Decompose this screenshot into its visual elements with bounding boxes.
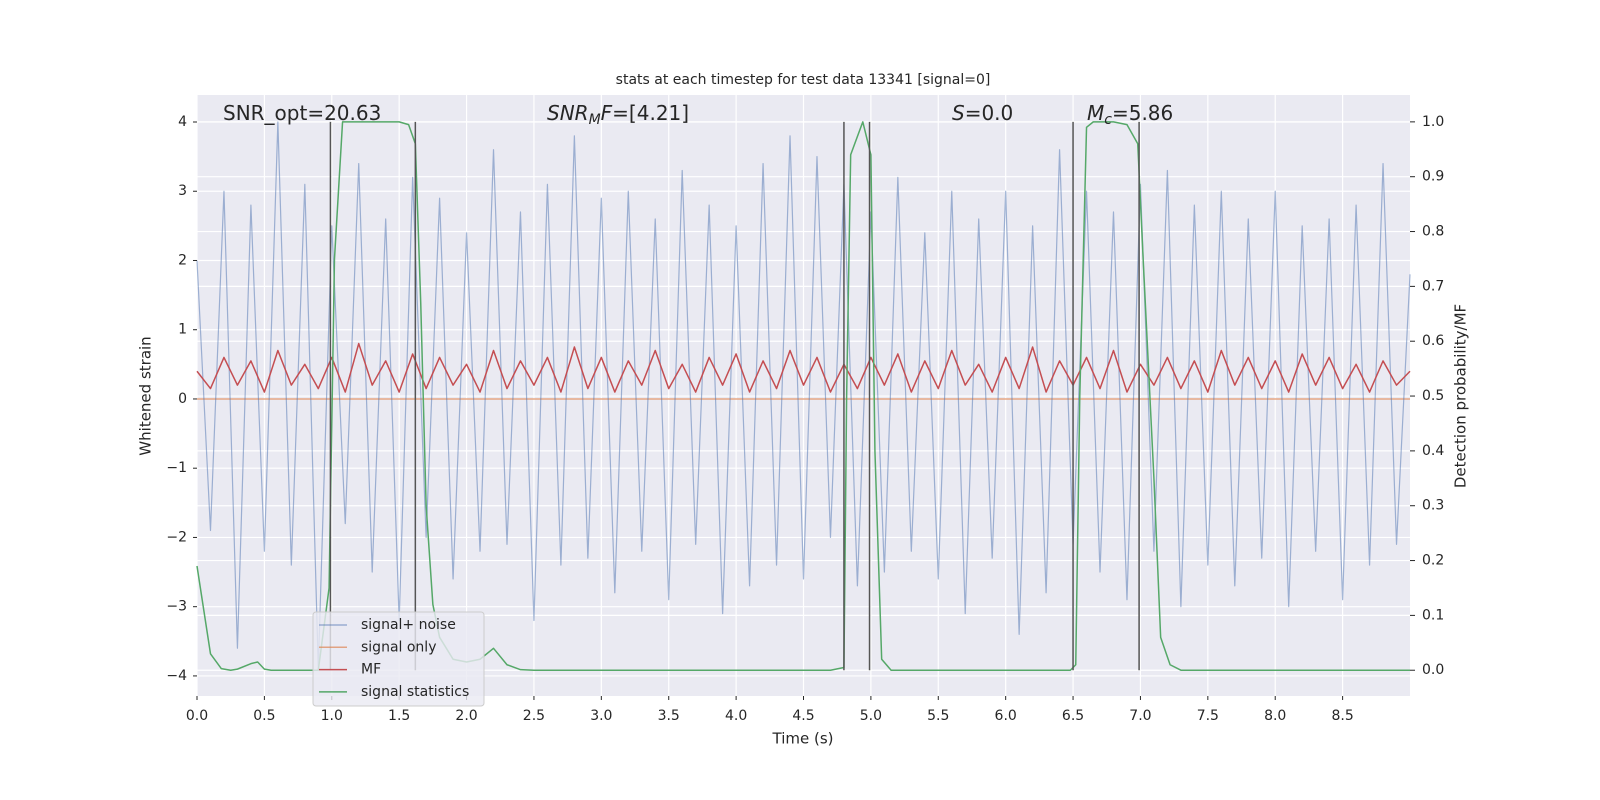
x-tick-label: 1.5: [388, 708, 410, 724]
legend-label: signal+ noise: [361, 617, 456, 633]
y-tick-label: −4: [166, 668, 187, 684]
y2-tick-label: 0.3: [1422, 498, 1444, 514]
y-tick-label: −3: [166, 599, 187, 615]
y2-tick-label: 0.7: [1422, 278, 1444, 294]
annotation-part: M: [1087, 101, 1104, 125]
y-axis-label: Whitened strain: [137, 336, 155, 455]
x-tick-label: 7.0: [1129, 708, 1151, 724]
y2-tick-label: 0.8: [1422, 224, 1444, 240]
y-tick-label: 4: [178, 114, 187, 130]
x-axis-label: Time (s): [772, 730, 834, 748]
legend-label: signal only: [361, 639, 436, 655]
x-tick-label: 6.5: [1062, 708, 1084, 724]
legend-label: MF: [361, 662, 381, 678]
legend-box: [312, 611, 485, 707]
x-tick-label: 1.0: [321, 708, 343, 724]
y2-tick-label: 0.5: [1422, 388, 1444, 404]
legend-label: signal statistics: [361, 684, 469, 700]
annotation-part: SNR: [547, 101, 589, 125]
annotation-part: =0.0: [965, 101, 1014, 125]
y-tick-label: −2: [166, 529, 187, 545]
y2-tick-label: 1.0: [1422, 114, 1444, 130]
annotation: SNRMF=[4.21]: [547, 101, 689, 129]
x-tick-label: 4.0: [725, 708, 747, 724]
annotation: S=0.0: [952, 101, 1013, 125]
legend: signal+ noise signal only MF signal statist…: [312, 611, 485, 707]
y2-tick-label: 0.9: [1422, 169, 1444, 185]
x-tick-label: 0.0: [186, 708, 208, 724]
y-tick-label: 3: [178, 183, 187, 199]
x-tick-label: 8.0: [1264, 708, 1286, 724]
y-tick-label: 2: [178, 252, 187, 268]
y2-tick-label: 0.4: [1422, 443, 1444, 459]
y-tick-label: −1: [166, 460, 187, 476]
x-tick-label: 5.0: [860, 708, 882, 724]
annotation-part: SNR_opt=20.63: [223, 101, 381, 125]
y2-axis-label: Detection probability/MF: [1452, 304, 1470, 488]
y-tick-label: 0: [178, 391, 187, 407]
series-line: [196, 342, 1411, 393]
x-tick-label: 7.5: [1197, 708, 1219, 724]
x-tick-label: 3.0: [590, 708, 612, 724]
x-tick-label: 2.5: [523, 708, 545, 724]
y-tick-label: 1: [178, 322, 187, 338]
axes: 0.0 0.5 1.0 1.5 2.0 2.5 3.0 3.5 4.0 4.5 5.0 5.5 6.0 6…: [166, 114, 1444, 724]
annotation-part: c: [1104, 112, 1112, 128]
x-tick-label: 8.5: [1331, 708, 1353, 724]
x-tick-label: 6.0: [995, 708, 1017, 724]
series-line: [196, 121, 1410, 671]
annotation-part: M: [589, 112, 601, 128]
y2-tick-label: 0.1: [1422, 607, 1444, 623]
x-tick-label: 2.0: [455, 708, 477, 724]
annotation-part: F: [601, 101, 613, 125]
y2-tick-label: 0.6: [1422, 333, 1444, 349]
chart-title: stats at each timestep for test data 133…: [616, 72, 991, 88]
x-tick-label: 4.5: [792, 708, 814, 724]
x-tick-label: 5.5: [927, 708, 949, 724]
x-tick-label: 0.5: [253, 708, 275, 724]
annotation: SNR_opt=20.63: [223, 101, 381, 125]
grid: [196, 95, 1410, 696]
y2-tick-label: 0.2: [1422, 553, 1444, 569]
y2-tick-label: 0.0: [1422, 662, 1444, 678]
x-tick-label: 3.5: [658, 708, 680, 724]
annotation-part: S: [952, 101, 965, 125]
annotation-part: =[4.21]: [612, 101, 689, 125]
annotation-part: =5.86: [1112, 101, 1173, 125]
annotation: Mc=5.86: [1087, 101, 1173, 129]
